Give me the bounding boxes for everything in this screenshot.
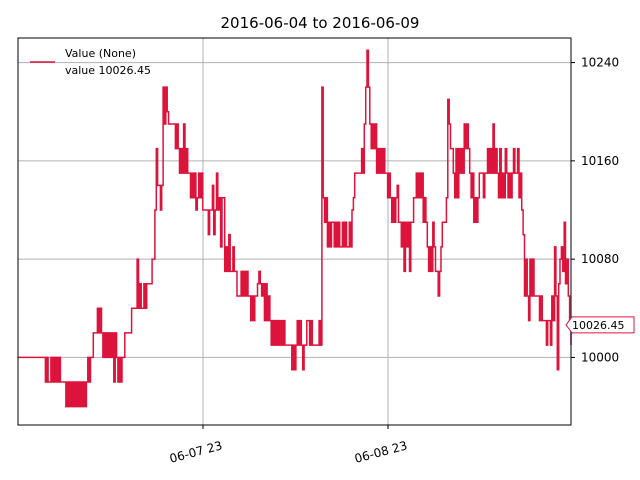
plot-frame (17, 37, 572, 426)
last-value-label: 10026.45 (572, 319, 625, 332)
y-tick-label: 10160 (581, 154, 619, 168)
series-line (18, 49, 572, 408)
x-axis: 06-07 23 06-08 23 (168, 425, 409, 466)
last-value-box (565, 316, 635, 334)
y-tick-label: 10240 (581, 56, 619, 70)
x-tick-label: 06-07 23 (168, 438, 224, 465)
y-tick-label: 10080 (581, 252, 619, 266)
y-tick-label: 10000 (581, 350, 619, 364)
y-axis: 10000 10080 10160 10240 (571, 56, 619, 364)
legend-entry-series: Value (None) (65, 47, 136, 60)
legend: Value (None) value 10026.45 (30, 47, 151, 77)
last-value-callout: 10026.45 (565, 316, 635, 334)
chart-title: 2016-06-04 to 2016-06-09 (221, 14, 420, 32)
series-group (18, 49, 572, 408)
legend-entry-value: value 10026.45 (65, 64, 151, 77)
x-tick-label: 06-08 23 (353, 438, 409, 465)
